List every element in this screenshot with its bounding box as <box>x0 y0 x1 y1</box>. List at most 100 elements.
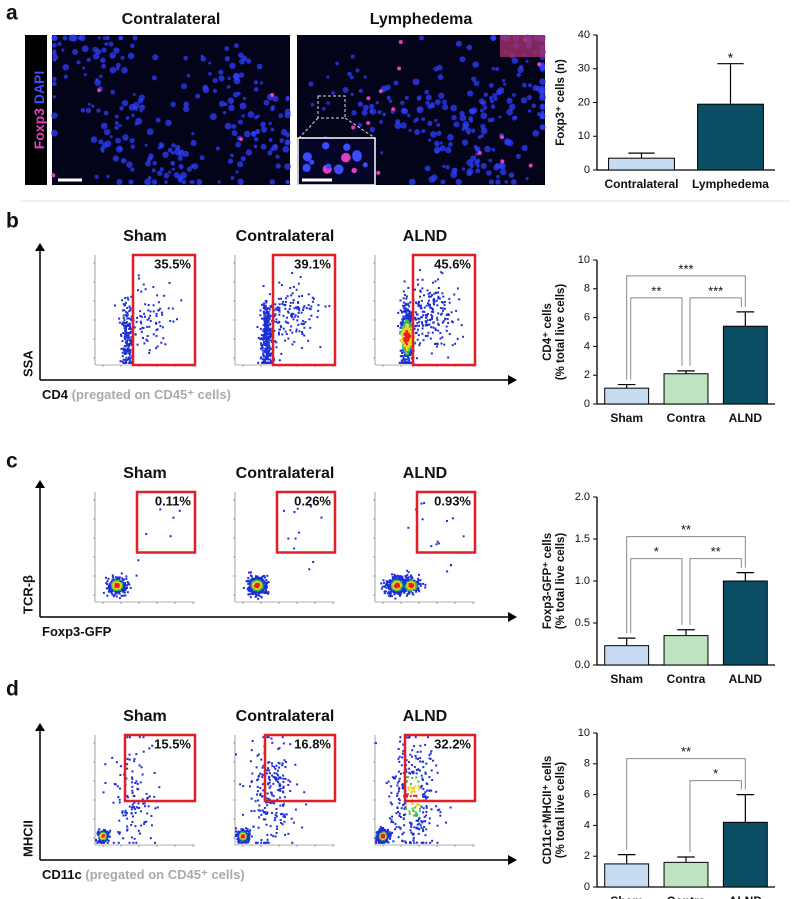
flow-event <box>125 777 128 780</box>
flow-event <box>269 825 272 828</box>
flow-event <box>266 329 269 332</box>
flow-event <box>428 295 431 298</box>
flow-event <box>396 792 399 795</box>
flow-event <box>290 325 293 328</box>
flow-event <box>404 302 407 305</box>
flow-event <box>156 806 159 809</box>
flow-event <box>249 593 252 596</box>
nucleus <box>116 178 123 186</box>
flow-event <box>256 754 259 757</box>
flow-event <box>277 781 280 784</box>
flow-event <box>401 578 404 581</box>
flow-event <box>267 592 270 595</box>
flow-event <box>410 587 413 590</box>
flow-event <box>401 833 404 836</box>
flow-event <box>404 840 407 843</box>
flow-event <box>300 346 303 349</box>
nucleus <box>451 167 458 174</box>
flow-event <box>411 579 414 582</box>
nucleus <box>503 82 507 86</box>
nucleus <box>228 104 235 112</box>
flow-event <box>162 337 165 340</box>
gate <box>271 253 337 367</box>
flow-event <box>399 326 402 329</box>
flow-event <box>269 352 272 355</box>
flow-event <box>406 334 409 337</box>
flow-event <box>441 307 444 310</box>
flow-event <box>404 333 407 336</box>
flow-event <box>290 817 293 820</box>
flow-event <box>125 332 128 335</box>
flow-event <box>143 805 146 808</box>
flow-event <box>266 328 269 331</box>
flow-event <box>261 575 264 578</box>
nucleus <box>171 151 175 155</box>
flow-event <box>411 764 414 767</box>
flow-event <box>277 333 280 336</box>
nucleus <box>130 43 135 49</box>
flow-event <box>264 325 267 328</box>
flow-event <box>268 769 271 772</box>
nucleus <box>167 147 173 153</box>
flow-event <box>278 796 281 799</box>
flow-event <box>139 781 142 784</box>
flow-event <box>128 310 131 313</box>
flow-event <box>281 804 284 807</box>
flow-event <box>426 289 429 292</box>
flow-event <box>279 813 282 816</box>
flow-event <box>423 826 426 829</box>
flow-event <box>396 586 399 589</box>
flow-event <box>378 831 381 834</box>
zoom-link <box>344 117 376 139</box>
flow-event <box>431 839 434 842</box>
flow-event <box>420 774 423 777</box>
flow-event <box>282 786 285 789</box>
flow-event <box>415 813 418 816</box>
nucleus <box>539 65 546 71</box>
nucleus <box>349 75 354 80</box>
flow-event <box>264 312 267 315</box>
nucleus <box>163 172 170 179</box>
flow-event <box>260 839 263 842</box>
flow-event <box>265 590 268 593</box>
flow-event <box>133 806 136 809</box>
flow-event <box>284 339 287 342</box>
flow-event <box>441 336 444 339</box>
flow-event <box>436 316 439 319</box>
nucleus <box>461 167 466 171</box>
flow-event <box>411 770 414 773</box>
flow-event <box>128 583 131 586</box>
flow-event <box>261 361 264 364</box>
flow-event <box>414 311 417 314</box>
y-tick-label: 2 <box>584 850 590 862</box>
y-tick-label: 2 <box>584 369 590 381</box>
nucleus <box>212 77 218 84</box>
flow-event <box>404 341 407 344</box>
flow-event <box>153 771 156 774</box>
flow-event <box>158 786 161 789</box>
flow-event <box>401 786 404 789</box>
flow-event <box>268 307 271 310</box>
flow-event <box>409 330 412 333</box>
flow-event <box>267 319 270 322</box>
flow-event <box>260 596 263 599</box>
flow-event <box>425 810 428 813</box>
flow-event <box>375 840 377 843</box>
nucleus <box>395 119 401 125</box>
flow-event <box>424 820 427 823</box>
x-tick-label: Contra <box>667 411 706 425</box>
flow-event <box>403 304 406 307</box>
flow-event <box>128 317 131 320</box>
gate <box>123 733 197 803</box>
flow-event <box>137 829 140 832</box>
flow-event <box>247 582 250 585</box>
nucleus <box>284 163 291 170</box>
flow-event <box>400 349 403 352</box>
flow-event <box>262 324 265 327</box>
nucleus <box>539 85 546 92</box>
flow-event <box>279 784 282 787</box>
flow-event <box>437 297 440 300</box>
nucleus <box>269 179 275 185</box>
flow-event <box>100 841 103 844</box>
